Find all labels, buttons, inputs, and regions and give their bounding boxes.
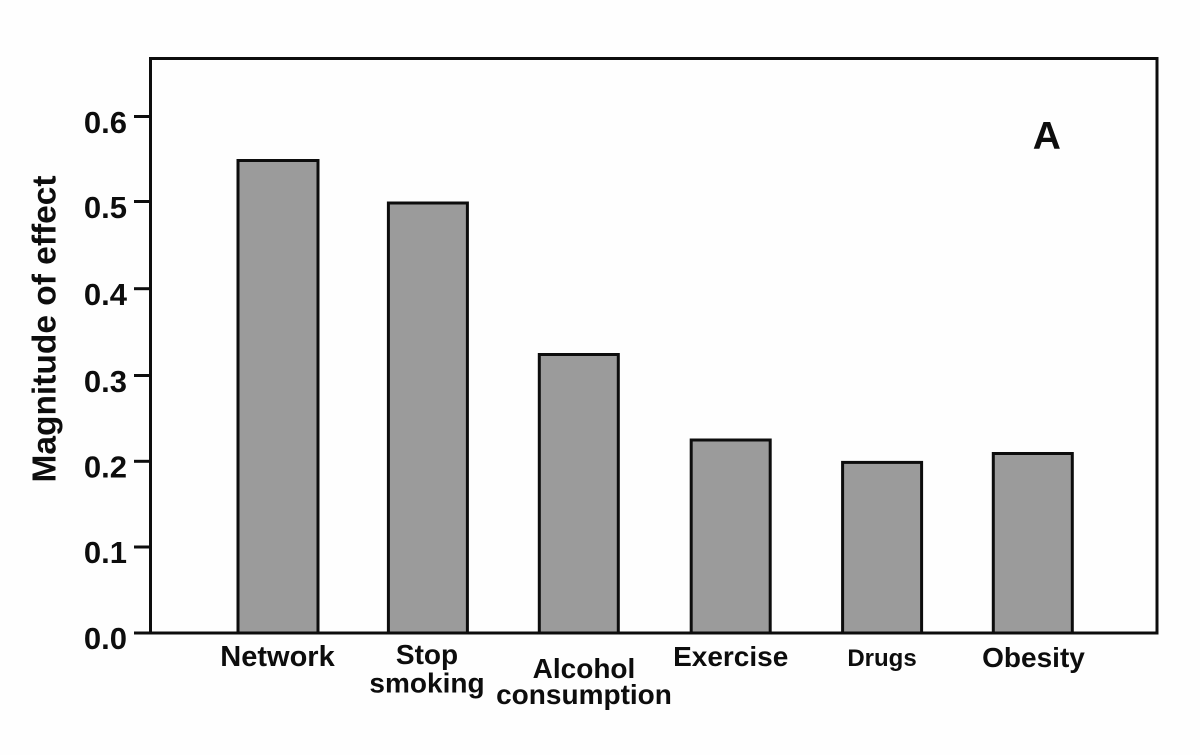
svg-text:0.2: 0.2 [84, 450, 127, 485]
svg-text:0.3: 0.3 [84, 364, 127, 399]
svg-text:Exercise: Exercise [673, 641, 788, 672]
svg-text:Alcohol: Alcohol [533, 653, 636, 684]
svg-text:Drugs: Drugs [847, 645, 916, 672]
svg-text:consumption: consumption [496, 679, 672, 710]
svg-text:Magnitude of effect: Magnitude of effect [27, 175, 64, 482]
svg-text:0.6: 0.6 [84, 105, 127, 140]
svg-text:A: A [1033, 115, 1061, 158]
svg-text:0.1: 0.1 [84, 535, 127, 570]
svg-text:0.5: 0.5 [84, 190, 127, 225]
svg-text:smoking: smoking [369, 668, 484, 699]
svg-text:Network: Network [220, 641, 335, 673]
svg-text:Stop: Stop [396, 639, 458, 670]
svg-text:0.0: 0.0 [84, 621, 127, 656]
svg-text:0.4: 0.4 [84, 277, 128, 312]
svg-text:Obesity: Obesity [982, 642, 1085, 673]
